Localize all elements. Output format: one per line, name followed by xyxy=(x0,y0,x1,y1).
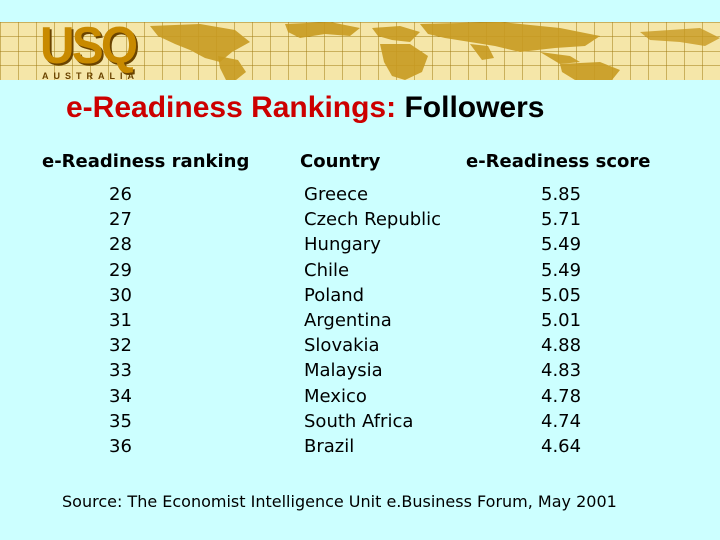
world-map-banner xyxy=(0,22,720,80)
score-column: 5.85 5.71 5.49 5.49 5.05 5.01 4.88 4.83 4.78 4.74… xyxy=(541,182,581,459)
score-cell: 4.83 xyxy=(541,360,582,382)
country-cell: Slovakia xyxy=(304,335,380,357)
world-map-graphic xyxy=(0,22,720,80)
score-cell: 5.71 xyxy=(541,209,582,231)
header-country: Country xyxy=(300,151,381,172)
country-cell: Argentina xyxy=(304,309,392,331)
rank-cell: 27 xyxy=(109,209,132,231)
rank-cell: 31 xyxy=(109,309,132,331)
country-cell: Greece xyxy=(304,184,369,205)
country-cell: Mexico xyxy=(304,385,367,407)
country-cell: Hungary xyxy=(304,234,381,256)
title-part-2: Followers xyxy=(404,91,545,124)
score-cell: 4.88 xyxy=(541,335,582,357)
country-cell: South Africa xyxy=(304,410,414,432)
score-cell: 5.49 xyxy=(541,259,582,281)
rank-cell: 30 xyxy=(109,284,132,306)
logo-subtext: AUSTRALIA xyxy=(42,71,139,81)
score-cell: 4.78 xyxy=(541,385,582,407)
country-cell: Czech Republic xyxy=(304,209,442,231)
score-cell: 5.85 xyxy=(541,184,582,205)
country-cell: Brazil xyxy=(304,435,355,457)
logo-wordmark: USQ xyxy=(40,17,138,75)
country-cell: Poland xyxy=(304,284,365,306)
score-cell: 5.49 xyxy=(541,234,582,256)
rank-cell: 33 xyxy=(109,360,132,382)
country-column: Greece Czech Republic Hungary Chile Poland Ar… xyxy=(304,182,441,459)
usq-logo: USQ AUSTRALIA xyxy=(40,18,144,84)
rank-cell: 36 xyxy=(109,435,132,457)
header-ranking: e-Readiness ranking xyxy=(42,151,250,172)
rank-cell: 26 xyxy=(109,184,132,205)
score-cell: 5.01 xyxy=(541,309,582,331)
rank-cell: 28 xyxy=(109,234,132,256)
rank-cell: 29 xyxy=(109,259,132,281)
ranking-column: 26 27 28 29 30 31 32 33 34 35 36 xyxy=(109,182,132,459)
slide-title: e-Readiness Rankings: Followers xyxy=(66,88,544,128)
title-part-1: e-Readiness Rankings: xyxy=(66,91,397,124)
rank-cell: 32 xyxy=(109,335,132,357)
score-cell: 5.05 xyxy=(541,284,582,306)
rank-cell: 34 xyxy=(109,385,132,407)
rank-cell: 35 xyxy=(109,410,132,432)
score-cell: 4.64 xyxy=(541,435,582,457)
country-cell: Malaysia xyxy=(304,360,383,382)
source-note: Source: The Economist Intelligence Unit … xyxy=(62,492,617,511)
country-cell: Chile xyxy=(304,259,350,281)
header-score: e-Readiness score xyxy=(466,151,651,172)
score-cell: 4.74 xyxy=(541,410,582,432)
